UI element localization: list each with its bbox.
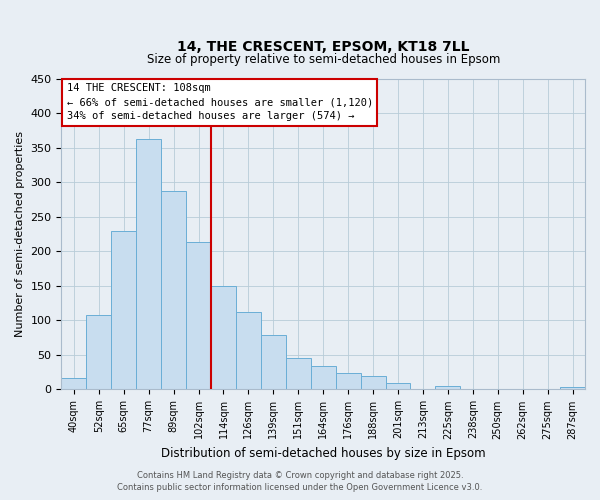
Bar <box>186 242 211 390</box>
Bar <box>136 139 161 390</box>
Y-axis label: Number of semi-detached properties: Number of semi-detached properties <box>15 131 25 337</box>
Bar <box>111 230 136 390</box>
Text: Size of property relative to semi-detached houses in Epsom: Size of property relative to semi-detach… <box>146 54 500 66</box>
Bar <box>236 312 261 390</box>
Bar <box>335 373 361 390</box>
Bar <box>86 315 111 390</box>
Bar <box>261 335 286 390</box>
Bar <box>211 286 236 390</box>
Bar <box>311 366 335 390</box>
Text: 14 THE CRESCENT: 108sqm
← 66% of semi-detached houses are smaller (1,120)
34% of: 14 THE CRESCENT: 108sqm ← 66% of semi-de… <box>67 84 373 122</box>
Bar <box>436 386 460 390</box>
Bar <box>386 383 410 390</box>
Bar <box>161 192 186 390</box>
Bar <box>61 378 86 390</box>
Bar <box>286 358 311 390</box>
Title: 14, THE CRESCENT, EPSOM, KT18 7LL: 14, THE CRESCENT, EPSOM, KT18 7LL <box>177 40 469 54</box>
Text: Contains HM Land Registry data © Crown copyright and database right 2025.
Contai: Contains HM Land Registry data © Crown c… <box>118 471 482 492</box>
X-axis label: Distribution of semi-detached houses by size in Epsom: Distribution of semi-detached houses by … <box>161 447 485 460</box>
Bar <box>361 376 386 390</box>
Bar <box>560 388 585 390</box>
